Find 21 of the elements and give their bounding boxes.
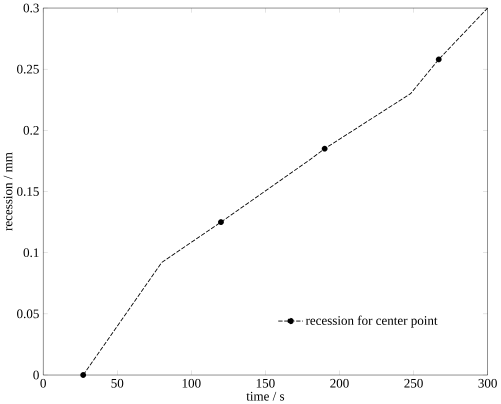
x-tick-label: 100 (182, 378, 201, 388)
point (218, 219, 224, 225)
x-tick-label: 150 (256, 378, 275, 388)
y-tick-label: 0.1 (24, 248, 39, 258)
point (322, 146, 328, 152)
y-tick-label: 0 (33, 370, 39, 380)
x-tick-label: 250 (404, 378, 423, 388)
y-tick-label: 0.2 (24, 126, 39, 135)
x-tick-label: 300 (478, 378, 497, 388)
y-axis-title: recession / mm (4, 152, 12, 231)
x-tick-label: 50 (111, 378, 124, 388)
y-tick-label: 0.3 (24, 4, 39, 12)
x-tick-label: 200 (330, 378, 349, 388)
y-tick-label: 0.25 (17, 64, 39, 74)
x-tick-label: 0 (40, 378, 46, 388)
point (436, 56, 442, 62)
legend-label: recession for center point (306, 316, 438, 328)
point (80, 372, 86, 378)
x-axis-title: time / s (246, 392, 284, 400)
y-tick-label: 0.05 (17, 309, 39, 318)
y-tick-label: 0.15 (17, 187, 39, 196)
